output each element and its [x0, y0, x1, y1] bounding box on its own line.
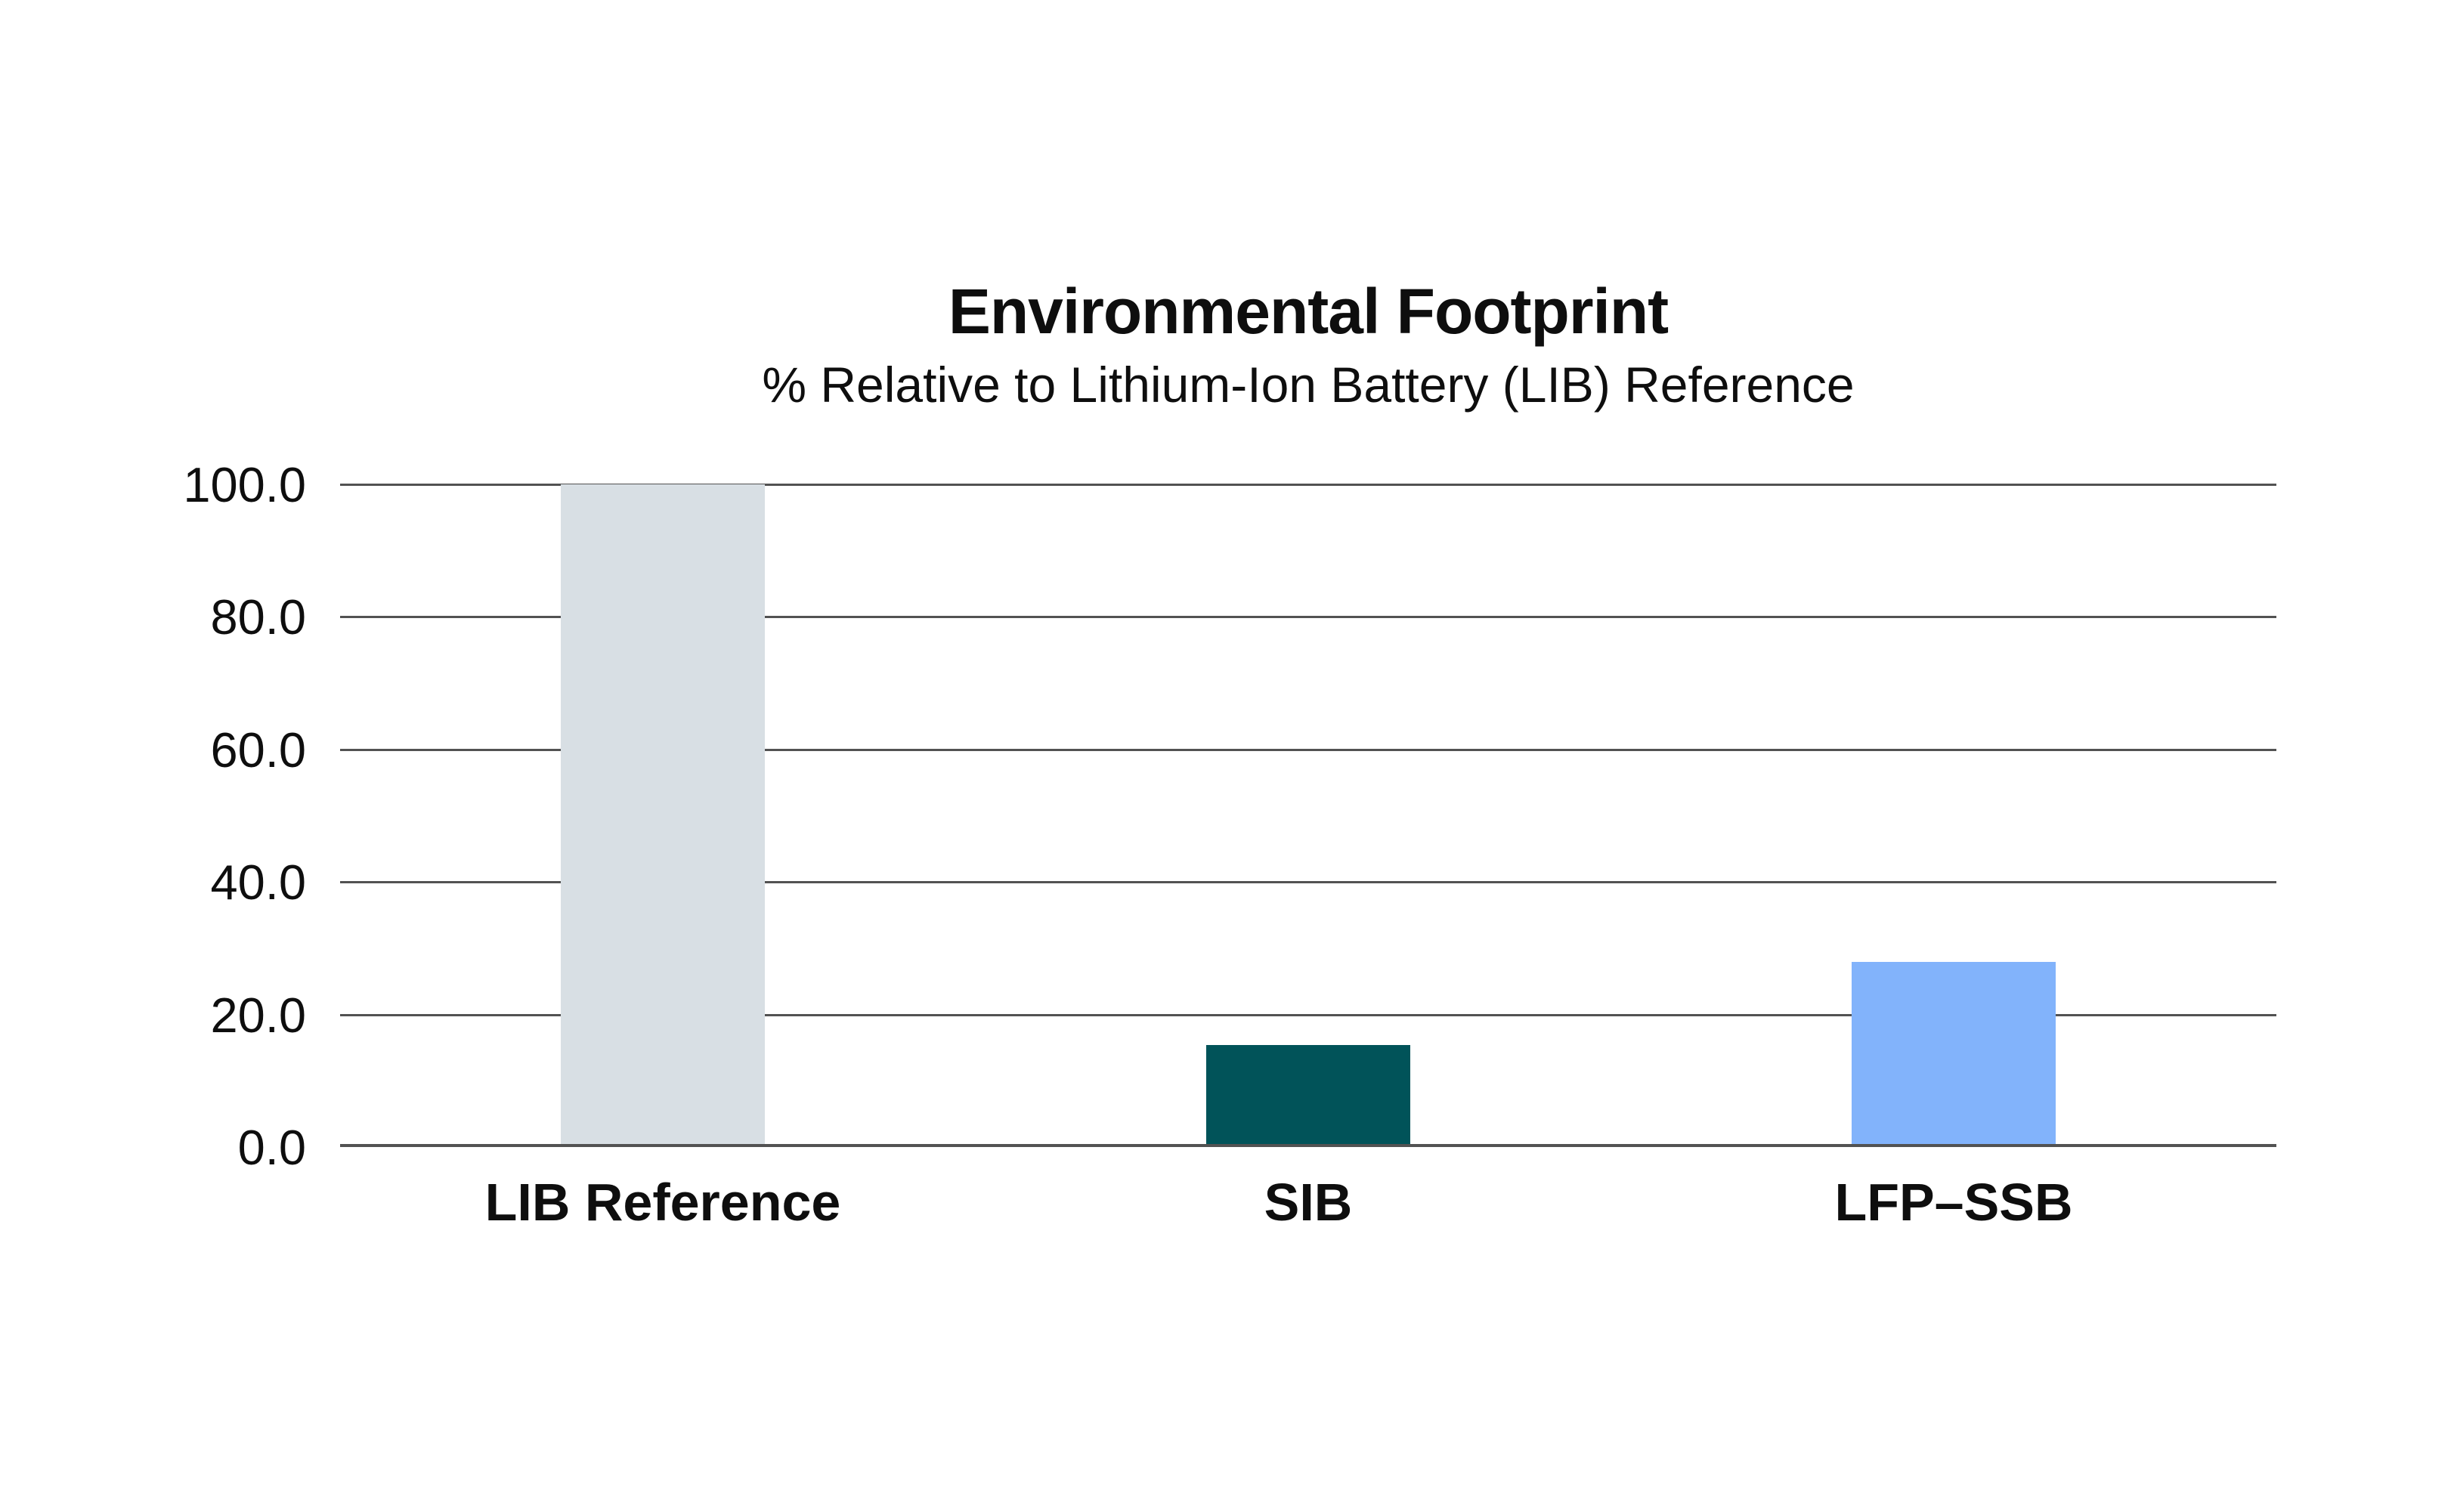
x-axis-label-lib-reference: LIB Reference: [484, 1173, 841, 1232]
x-axis-baseline: [340, 1144, 2276, 1147]
y-axis-tick-label: 80.0: [210, 589, 306, 645]
y-axis-tick-label: 100.0: [183, 457, 306, 512]
bar-sib: [1206, 1044, 1410, 1147]
gridline: [340, 881, 2276, 883]
gridline: [340, 1014, 2276, 1016]
plot-area: LIB Reference SIB LFP–SSB: [340, 484, 2276, 1229]
y-axis-tick-label: 20.0: [210, 987, 306, 1043]
x-axis-label-lfp-ssb: LFP–SSB: [1834, 1173, 2073, 1232]
y-axis-tick-label: 40.0: [210, 855, 306, 911]
x-axis-label-sib: SIB: [1264, 1173, 1353, 1232]
bar-lib-reference: [561, 484, 765, 1147]
gridline: [340, 484, 2276, 486]
bar-lfp-ssb: [1852, 962, 2056, 1147]
y-axis-tick-label: 60.0: [210, 722, 306, 778]
chart-subtitle: % Relative to Lithium-Ion Battery (LIB) …: [762, 357, 1855, 413]
chart-title: Environmental Footprint: [948, 276, 1669, 347]
y-axis-tick-label: 0.0: [237, 1120, 306, 1175]
gridline: [340, 749, 2276, 751]
gridline: [340, 616, 2276, 618]
